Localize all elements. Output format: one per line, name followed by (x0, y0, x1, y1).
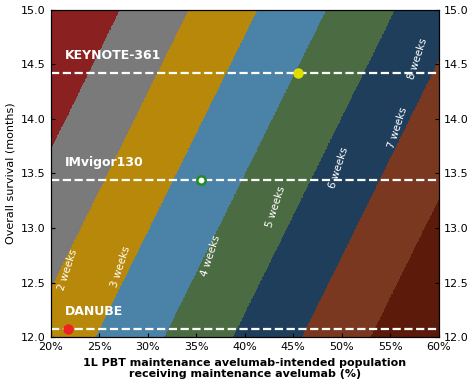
Text: 3 weeks: 3 weeks (109, 244, 132, 288)
X-axis label: 1L PBT maintenance avelumab-intended population
receiving maintenance avelumab (: 1L PBT maintenance avelumab-intended pop… (83, 358, 406, 380)
Text: 5 weeks: 5 weeks (264, 184, 287, 228)
Text: 6 weeks: 6 weeks (328, 146, 350, 190)
Text: 2 weeks: 2 weeks (57, 248, 80, 291)
Text: 4 weeks: 4 weeks (200, 234, 222, 277)
Text: DANUBE: DANUBE (65, 305, 124, 318)
Text: KEYNOTE-361: KEYNOTE-361 (65, 49, 162, 62)
Text: IMvigor130: IMvigor130 (65, 156, 144, 169)
Y-axis label: Overall survival (months): Overall survival (months) (6, 103, 16, 244)
Text: 8 weeks: 8 weeks (406, 37, 429, 80)
Text: 7 weeks: 7 weeks (387, 106, 410, 149)
